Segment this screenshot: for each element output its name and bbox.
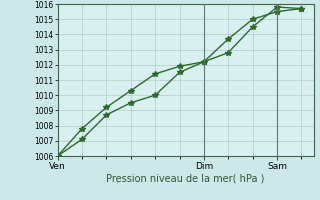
X-axis label: Pression niveau de la mer( hPa ): Pression niveau de la mer( hPa ) <box>107 173 265 183</box>
